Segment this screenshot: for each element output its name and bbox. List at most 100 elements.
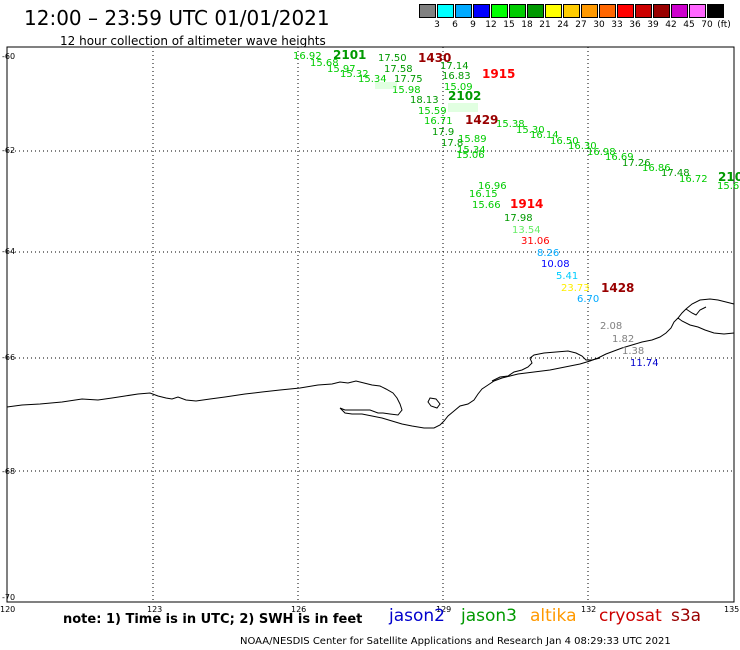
scale-unit: (ft) bbox=[717, 20, 731, 30]
scale-swatch bbox=[527, 4, 544, 18]
satellite-legend-jason2: jason2 bbox=[389, 606, 445, 626]
wave-value: 16.72 bbox=[679, 174, 708, 185]
wave-value: 16.96 bbox=[478, 181, 507, 192]
color-scale-swatches bbox=[419, 4, 732, 18]
wave-value: 16.30 bbox=[568, 141, 597, 152]
pass-time-label: 210 bbox=[718, 170, 740, 184]
lon-label: 126 bbox=[291, 605, 306, 614]
wave-value: 1.82 bbox=[612, 334, 634, 345]
wave-value: 10.08 bbox=[541, 259, 570, 270]
pass-time-label: 1429 bbox=[465, 113, 498, 127]
wave-value: 15.97 bbox=[327, 64, 356, 75]
wave-value: 16.14 bbox=[530, 130, 559, 141]
map-frame bbox=[6, 46, 735, 603]
satellite-legend-s3a: s3a bbox=[671, 606, 702, 626]
scale-label: 3 bbox=[434, 20, 440, 30]
scale-swatch bbox=[617, 4, 634, 18]
lat-label: -66 bbox=[2, 353, 15, 362]
wave-value: 15.59 bbox=[418, 106, 447, 117]
footer-note: note: 1) Time is in UTC; 2) SWH is in fe… bbox=[63, 612, 363, 627]
wave-value: 17.50 bbox=[378, 53, 407, 64]
wave-value: 17.98 bbox=[504, 213, 533, 224]
scale-swatch bbox=[491, 4, 508, 18]
wave-value: 1.38 bbox=[622, 346, 644, 357]
scale-label: 21 bbox=[539, 20, 551, 30]
coastline-bay bbox=[491, 350, 601, 382]
lat-label: -62 bbox=[2, 146, 15, 155]
color-scale-labels: 3 6 9 12 15 18 21 24 27 30 33 36 39 42 45 70 (ft) bbox=[419, 20, 732, 30]
wave-value: 17.58 bbox=[384, 64, 413, 75]
scale-label: 45 bbox=[683, 20, 695, 30]
wave-value: 16.50 bbox=[550, 136, 579, 147]
scale-swatch bbox=[509, 4, 526, 18]
wave-value: 18.13 bbox=[410, 95, 439, 106]
wave-value: 11.74 bbox=[630, 358, 659, 369]
lat-label: -64 bbox=[2, 247, 15, 256]
scale-swatch bbox=[707, 4, 724, 18]
longitude-labels: 120 123 126 129 132 135 bbox=[0, 605, 739, 614]
lat-label: -68 bbox=[2, 467, 15, 476]
wave-value: 15.34 bbox=[358, 74, 387, 85]
pass-time-labels: 2101 1430 1915 2102 1429 1914 1428 210 bbox=[333, 48, 740, 295]
scale-label: 33 bbox=[611, 20, 623, 30]
wave-value: 23.73 bbox=[561, 283, 590, 294]
scale-swatch bbox=[599, 4, 616, 18]
antarctic-coastline bbox=[6, 298, 735, 429]
wave-value: 15.38 bbox=[496, 119, 525, 130]
wave-value: 15.30 bbox=[516, 125, 545, 136]
map-subtitle: 12 hour collection of altimeter wave hei… bbox=[60, 34, 326, 48]
scale-label: 24 bbox=[557, 20, 569, 30]
wave-value: 17.14 bbox=[440, 61, 469, 72]
wave-height-values: 16.92 15.68 15.97 15.32 15.34 17.50 17.5… bbox=[293, 51, 739, 369]
wave-value: 2.08 bbox=[600, 321, 622, 332]
wave-value: 15.06 bbox=[456, 150, 485, 161]
scale-label: 70 bbox=[701, 20, 713, 30]
lon-label: 123 bbox=[147, 605, 162, 614]
scale-label: 27 bbox=[575, 20, 587, 30]
scale-label: 39 bbox=[647, 20, 659, 30]
credit-line: NOAA/NESDIS Center for Satellite Applica… bbox=[240, 636, 671, 647]
wave-value: 15.66 bbox=[472, 200, 501, 211]
wave-value: 13.54 bbox=[512, 225, 541, 236]
satellite-legend-jason3: jason3 bbox=[461, 606, 517, 626]
wave-value: 15.32 bbox=[340, 69, 369, 80]
wave-value: 15.68 bbox=[310, 58, 339, 69]
wave-value: 6.70 bbox=[577, 294, 599, 305]
pass-time-label: 1430 bbox=[418, 51, 451, 65]
graticule bbox=[7, 47, 734, 602]
scale-swatch bbox=[473, 4, 490, 18]
scale-label: 6 bbox=[452, 20, 458, 30]
wave-value: 16.86 bbox=[642, 163, 671, 174]
wave-value: 15.09 bbox=[444, 82, 473, 93]
lat-label: -60 bbox=[2, 52, 15, 61]
overlap-smudge bbox=[448, 103, 478, 112]
overlapping-values bbox=[375, 82, 478, 112]
scale-label: 18 bbox=[521, 20, 533, 30]
scale-label: 9 bbox=[470, 20, 476, 30]
pass-time-label: 1428 bbox=[601, 281, 634, 295]
wave-value: 16.15 bbox=[469, 189, 498, 200]
wave-height-color-scale: 3 6 9 12 15 18 21 24 27 30 33 36 39 42 45 70 (ft) bbox=[419, 4, 732, 30]
scale-swatch bbox=[563, 4, 580, 18]
wave-value: 16.92 bbox=[293, 51, 322, 62]
scale-label: 15 bbox=[503, 20, 515, 30]
scale-swatch bbox=[671, 4, 688, 18]
scale-swatch bbox=[581, 4, 598, 18]
wave-value: 31.06 bbox=[521, 236, 550, 247]
wave-value: 15.6 bbox=[717, 181, 739, 192]
wave-value: 15.89 bbox=[458, 134, 487, 145]
wave-value: 17.75 bbox=[394, 74, 423, 85]
lon-label: 135 bbox=[724, 605, 739, 614]
scale-swatch bbox=[689, 4, 706, 18]
wave-value: 16.83 bbox=[442, 71, 471, 82]
scale-label: 12 bbox=[485, 20, 497, 30]
wave-value: 8.26 bbox=[537, 248, 559, 259]
scale-label: 42 bbox=[665, 20, 677, 30]
pass-time-label: 1914 bbox=[510, 197, 543, 211]
wave-value: 17.9 bbox=[432, 127, 454, 138]
pass-time-label: 2101 bbox=[333, 48, 366, 62]
wave-value: 17.48 bbox=[661, 168, 690, 179]
lon-label: 120 bbox=[0, 605, 15, 614]
scale-swatch bbox=[455, 4, 472, 18]
